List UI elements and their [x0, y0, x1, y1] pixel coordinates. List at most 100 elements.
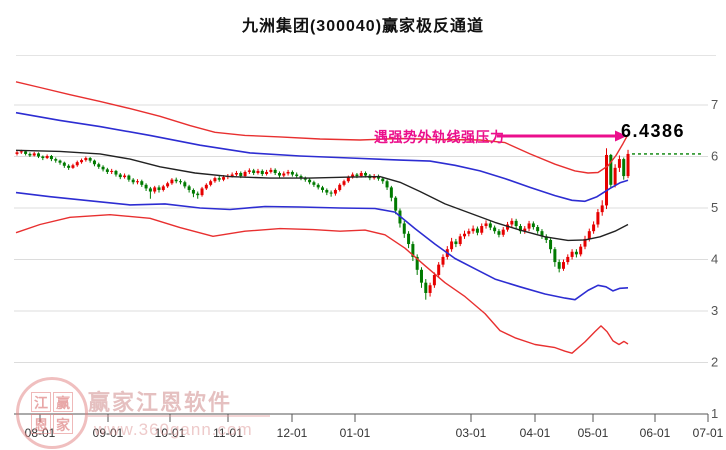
candle-body: [419, 269, 423, 283]
x-axis-label: 07-01: [693, 426, 724, 440]
candle-body: [402, 223, 406, 234]
candle-body: [37, 153, 41, 157]
candle-body: [71, 165, 75, 168]
candle-body: [514, 220, 518, 227]
candle-body: [15, 152, 19, 154]
candle-body: [179, 181, 183, 183]
candle-body: [501, 229, 505, 235]
candle-body: [67, 165, 71, 168]
candle-body: [329, 192, 333, 194]
candle-body: [19, 151, 23, 153]
lower_red-channel-line: [15, 213, 629, 354]
candle-body: [376, 176, 380, 179]
candle-body: [523, 228, 527, 232]
x-axis-label: 05-01: [578, 426, 609, 440]
candle-body: [407, 233, 411, 245]
watermark-seal-char: 江: [31, 392, 51, 412]
candle-body: [247, 170, 251, 172]
candle-body: [506, 224, 510, 230]
candle-body: [303, 178, 307, 180]
candle-body: [544, 236, 548, 240]
watermark-seal-logo: 江 赢 恩 家: [16, 377, 88, 449]
x-axis-label: 12-01: [277, 426, 308, 440]
candle-body: [290, 171, 294, 175]
lower_blue-channel-line: [15, 191, 629, 301]
candle-body: [540, 231, 544, 237]
candle-body: [583, 238, 587, 247]
candle-body: [140, 181, 144, 185]
candle-body: [321, 187, 325, 190]
watermark-seal-char: 家: [53, 414, 73, 434]
candle-body: [480, 226, 484, 233]
candle-body: [355, 174, 359, 177]
candle-body: [148, 188, 152, 192]
candle-body: [432, 274, 436, 286]
x-axis-label: 06-01: [640, 426, 671, 440]
candle-body: [381, 178, 385, 182]
candle-body: [252, 170, 256, 173]
candle-body: [561, 262, 565, 269]
candle-body: [191, 189, 195, 194]
candle-body: [135, 181, 139, 183]
candle-body: [217, 178, 221, 180]
candle-body: [531, 223, 535, 228]
candle-body: [411, 244, 415, 257]
candle-body: [389, 187, 393, 198]
candle-body: [471, 228, 475, 232]
candle-body: [269, 169, 273, 172]
candle-body: [527, 223, 531, 229]
candle-body: [351, 174, 355, 178]
candle-body: [196, 193, 200, 196]
candle-body: [80, 160, 84, 163]
candle-body: [609, 154, 613, 185]
candle-body: [587, 231, 591, 239]
middle-channel-line: [15, 149, 629, 242]
candle-body: [338, 184, 342, 190]
candle-body: [325, 189, 329, 193]
candle-body: [458, 236, 462, 245]
candle-body: [92, 160, 96, 165]
candle-body: [467, 231, 471, 234]
x-axis-label: 03-01: [456, 426, 487, 440]
watermark-seal-char: 恩: [31, 414, 51, 434]
candle-body: [437, 264, 441, 275]
candle-body: [75, 162, 79, 166]
candle-body: [230, 174, 234, 177]
candle-body: [424, 282, 428, 293]
watermark-software-name: 赢家江恩软件: [88, 390, 233, 415]
candle-body: [613, 167, 617, 185]
y-axis-label: 4: [711, 252, 718, 267]
candle-body: [49, 155, 53, 160]
candle-body: [605, 154, 609, 206]
candle-body: [222, 177, 226, 180]
candle-body: [428, 285, 432, 293]
candle-body: [286, 171, 290, 174]
watermark-url: www.360gann.com: [94, 420, 253, 439]
candle-body: [110, 170, 114, 172]
candle-body: [299, 176, 303, 179]
candle-body: [295, 174, 299, 177]
candle-body: [161, 186, 165, 190]
title-divider: [16, 55, 716, 56]
candle-body: [234, 172, 238, 175]
candle-body: [105, 169, 109, 172]
candle-body: [488, 223, 492, 228]
candle-body: [359, 172, 363, 177]
candle-body: [518, 226, 522, 232]
candle-body: [97, 164, 101, 167]
candle-body: [346, 177, 350, 182]
x-axis-label: 01-01: [340, 426, 371, 440]
candle-body: [493, 227, 497, 232]
candle-body: [131, 179, 135, 183]
candle-body: [209, 181, 213, 185]
candle-body: [24, 151, 28, 154]
candle-body: [101, 166, 105, 170]
candle-body: [45, 155, 49, 159]
x-axis-label: 04-01: [520, 426, 551, 440]
candle-body: [600, 205, 604, 213]
watermark-underline: [88, 415, 270, 417]
resistance-price-value: 6.4386: [621, 121, 686, 141]
candle-body: [256, 170, 260, 173]
candle-body: [626, 153, 630, 177]
